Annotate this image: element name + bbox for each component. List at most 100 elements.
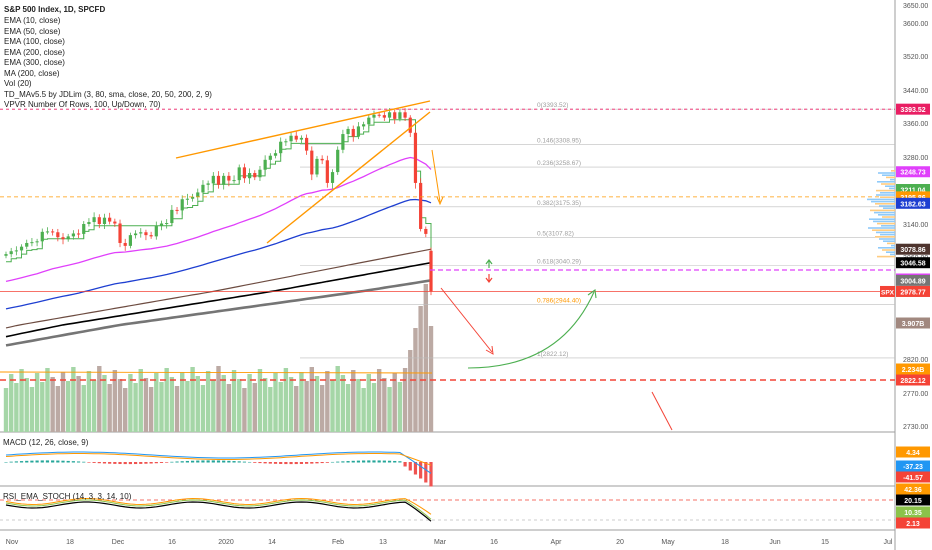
macd-histogram-bar (351, 460, 355, 463)
macd-histogram-bar (25, 460, 29, 463)
macd-histogram-bar (393, 460, 397, 463)
volume-bar (45, 368, 50, 432)
candle (310, 150, 314, 175)
macd-histogram-bar (263, 462, 267, 464)
volume-bar (304, 381, 309, 432)
volume-bar (397, 382, 403, 432)
volume-bar (24, 378, 29, 432)
y-tick-label: 2820.00 (903, 357, 928, 364)
price-label: 3078.86 (900, 247, 925, 254)
macd-histogram-bar (201, 460, 205, 463)
candle (71, 233, 75, 237)
volume-bar (117, 379, 123, 432)
stoch-value-label-bg (896, 506, 930, 518)
volume-bar (65, 381, 71, 432)
macd-histogram-bar (289, 462, 293, 465)
volume-bar (252, 383, 257, 432)
macd-histogram-bar (398, 461, 402, 463)
volume-bar (361, 388, 366, 432)
volume-bar (268, 387, 273, 432)
x-tick-label: 15 (821, 539, 829, 546)
candle (393, 112, 397, 119)
x-tick-label: Jul (884, 539, 893, 546)
price-label: 3182.63 (900, 201, 925, 208)
candle (315, 158, 319, 175)
vpvr-bar (878, 247, 895, 249)
volume-bar (123, 388, 128, 432)
macd-histogram-bar (19, 461, 24, 463)
candle (40, 231, 44, 242)
candle (66, 236, 70, 240)
volume-bar (3, 388, 9, 432)
x-tick-label: 16 (490, 539, 498, 546)
candle (159, 223, 164, 227)
x-tick-label: May (661, 539, 675, 546)
vpvr-bar (875, 203, 895, 205)
x-tick-label: Jun (769, 539, 780, 546)
price-label-current: 2978.77 (900, 289, 925, 296)
volume-bar (154, 373, 159, 432)
candle (123, 242, 127, 246)
vpvr-bar (882, 249, 895, 251)
volume-bar (60, 372, 66, 432)
macd-histogram-bar (284, 462, 288, 465)
down-arrow (440, 287, 493, 353)
price-label-bg (896, 166, 930, 178)
up-curve-arrow (467, 291, 595, 369)
volume-bar (164, 368, 169, 432)
macd-histogram-bar (382, 460, 386, 463)
macd-histogram-bar (429, 462, 433, 487)
vpvr-bar (869, 218, 895, 220)
volume-bar (221, 375, 226, 432)
x-tick-label: 2020 (218, 539, 234, 546)
volume-bar (237, 379, 242, 432)
candle (216, 175, 221, 185)
volume-bar (262, 378, 268, 432)
macd-histogram-bar (14, 461, 18, 463)
volume-bar (76, 376, 81, 432)
macd-histogram-bar (56, 460, 60, 463)
y-tick-label: 3280.00 (903, 155, 928, 162)
volume-bar (309, 367, 314, 432)
macd-histogram-bar (175, 461, 179, 463)
stoch-value-label-bg (896, 494, 930, 506)
macd-histogram-bar (242, 461, 247, 463)
macd-histogram-bar (123, 462, 127, 465)
volume-bar (314, 376, 320, 432)
x-tick-label: Mar (434, 539, 447, 546)
candle (128, 235, 132, 246)
stoch-value-label-bg (896, 483, 930, 495)
macd-histogram-bar (180, 461, 184, 463)
macd-histogram-bar (165, 462, 169, 463)
macd-histogram-bar (45, 460, 50, 463)
macd-histogram-bar (108, 462, 112, 464)
vpvr-bar (889, 187, 895, 190)
vpvr-bar (882, 174, 895, 176)
macd-histogram-bar (377, 460, 381, 463)
vpvr-bar (883, 207, 895, 209)
macd-histogram-bar (237, 461, 241, 463)
candle (429, 250, 433, 292)
macd-histogram-bar (190, 460, 195, 463)
macd-histogram-bar (403, 462, 407, 467)
macd-histogram-bar (253, 462, 257, 463)
volume-bar (180, 372, 185, 432)
candle (165, 223, 169, 225)
y-tick-label: 2770.00 (903, 391, 928, 398)
macd-histogram-bar (154, 462, 158, 464)
volume-ma-label-bg (896, 363, 930, 375)
x-tick-label: 13 (379, 539, 387, 546)
vpvr-bar (876, 189, 895, 192)
ema-300-line (5, 261, 432, 338)
candle (424, 228, 428, 234)
volume-bar (97, 366, 102, 432)
macd-histogram-bar (356, 460, 361, 463)
up-marker (485, 259, 493, 268)
macd-histogram-bar (387, 460, 392, 463)
volume-bar (200, 385, 206, 432)
vpvr-bar (881, 225, 895, 227)
candle (61, 237, 65, 240)
volume-bar (418, 306, 423, 432)
vpvr-bar (891, 170, 895, 172)
